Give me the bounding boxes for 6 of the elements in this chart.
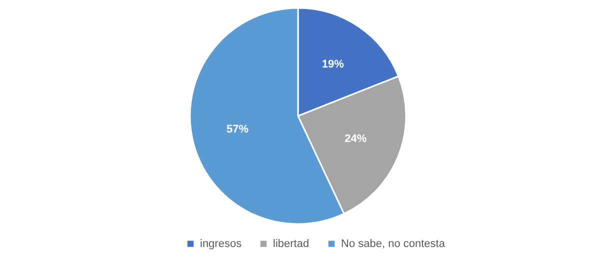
legend-label: libertad	[273, 238, 310, 250]
legend-label: ingresos	[200, 238, 242, 250]
data-label: 24%	[344, 132, 367, 145]
data-label: 57%	[226, 124, 249, 136]
legend-label: No sabe, no contesta	[341, 238, 446, 250]
data-label: 19%	[322, 58, 344, 71]
